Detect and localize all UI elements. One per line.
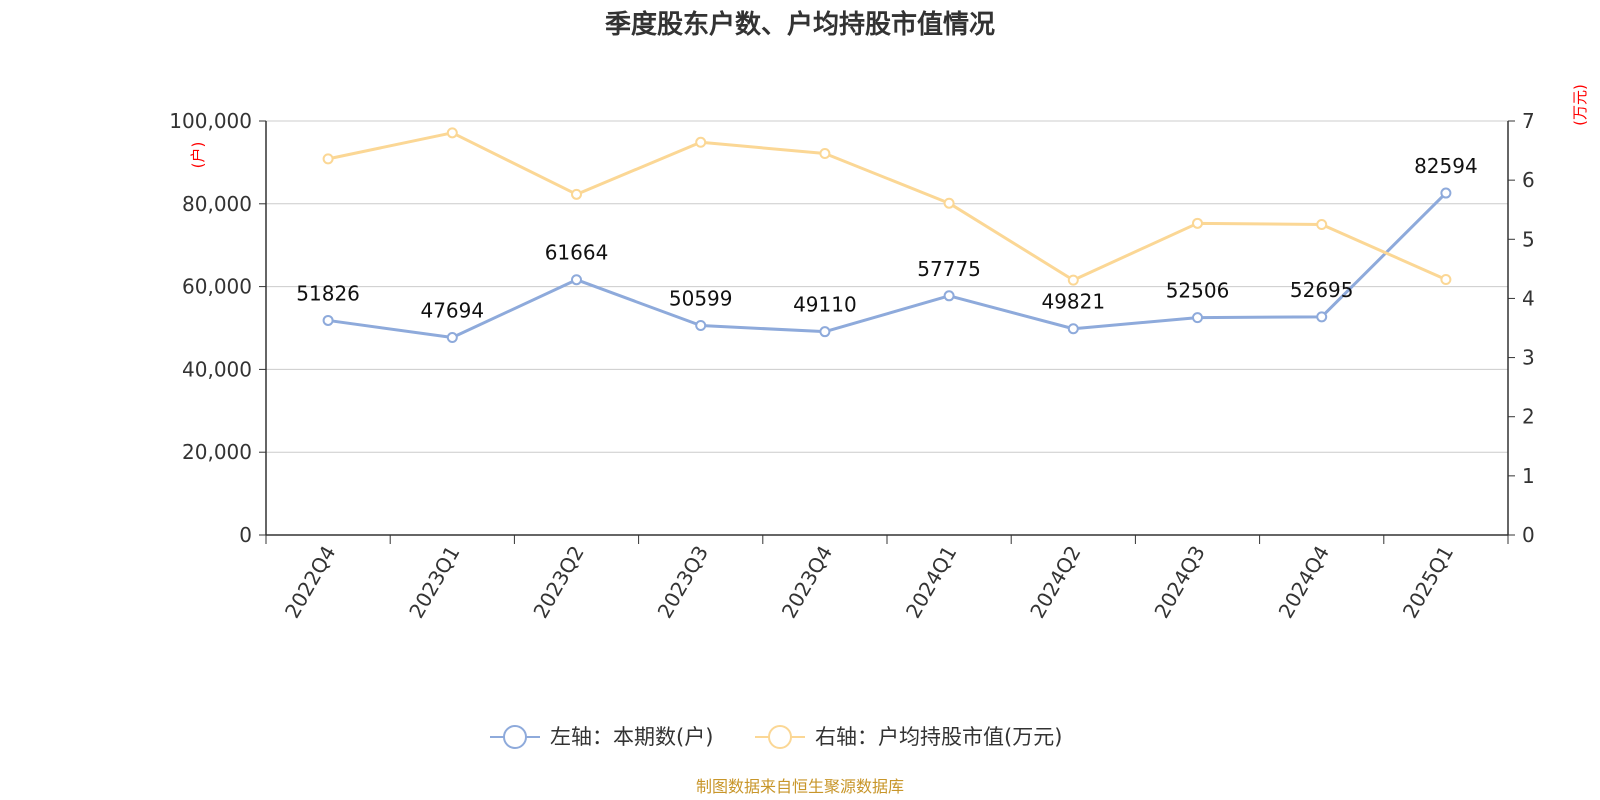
series-0-point	[1067, 323, 1079, 335]
x-tick-label: 2023Q2	[528, 542, 588, 623]
series-0-point	[943, 290, 955, 302]
right-tick-label: 1	[1522, 464, 1535, 488]
series-0-point	[695, 320, 707, 332]
series-1-point	[695, 136, 707, 148]
data-labels: 51826 47694 61664 50599 49110 57775 49821 52506…	[296, 154, 1477, 322]
right-tick-label: 3	[1522, 346, 1535, 370]
data-label: 82594	[1414, 154, 1478, 178]
data-label: 50599	[669, 287, 733, 311]
series-line-0	[326, 191, 1448, 340]
series-0-point	[1316, 311, 1328, 323]
series-1-point	[1067, 274, 1079, 286]
right-tick-label: 5	[1522, 227, 1535, 251]
series-1-point	[1440, 274, 1452, 286]
data-label: 52506	[1166, 279, 1230, 303]
legend-item-left-series[interactable]: 左轴：本期数(户)	[490, 725, 713, 749]
chart-title: 季度股东户数、户均持股市值情况	[605, 9, 995, 40]
left-tick-label: 20,000	[182, 440, 252, 464]
left-axis-ticks: 0 20,000 40,000 60,000 80,000 100,000	[169, 109, 266, 547]
legend-left-label: 左轴：本期数(户)	[550, 725, 713, 749]
series-1-point	[819, 148, 831, 160]
x-tick-label: 2024Q1	[901, 542, 961, 623]
series-1-point	[943, 197, 955, 209]
series-0-point	[819, 326, 831, 338]
left-tick-label: 40,000	[182, 357, 252, 381]
series-1-point	[1192, 217, 1203, 229]
series-0-point	[571, 274, 582, 286]
series-1-point	[322, 153, 334, 165]
right-tick-label: 7	[1522, 109, 1535, 133]
legend-left-marker-icon	[503, 725, 527, 749]
data-label: 47694	[420, 299, 484, 323]
axes	[265, 121, 1509, 536]
x-tick-label: 2023Q3	[653, 542, 713, 623]
left-tick-label: 100,000	[169, 109, 252, 133]
series-0-point	[446, 332, 458, 344]
x-axis-ticks: 2022Q4 2023Q1 2023Q2 2023Q3 2023Q4 2024Q1 2024…	[265, 535, 1509, 623]
grid-lines	[266, 120, 1508, 453]
data-label: 49821	[1041, 290, 1105, 314]
right-tick-label: 0	[1522, 523, 1535, 547]
series-0-point	[1440, 187, 1452, 199]
series-line-1	[326, 131, 1448, 282]
series-0-point	[322, 314, 334, 326]
right-tick-label: 2	[1522, 405, 1535, 429]
legend-right-marker-icon	[768, 725, 792, 749]
series-1-point	[571, 188, 582, 200]
series-layer	[322, 127, 1452, 344]
series-1-point	[1316, 219, 1328, 230]
legend-item-right-series[interactable]: 右轴：户均持股市值(万元)	[755, 725, 1062, 749]
x-tick-label: 2023Q1	[404, 542, 464, 623]
data-label: 57775	[917, 257, 981, 281]
series-1-point	[446, 127, 458, 139]
left-tick-label: 0	[239, 523, 252, 547]
data-label: 52695	[1290, 278, 1354, 302]
right-tick-label: 4	[1522, 286, 1535, 310]
x-tick-label: 2022Q4	[280, 542, 340, 623]
right-axis-unit: (万元)	[1571, 84, 1589, 126]
left-tick-label: 60,000	[182, 275, 252, 299]
right-axis-ticks: 0 1 2 3 4 5 6 7	[1508, 109, 1535, 547]
data-label: 61664	[545, 241, 609, 265]
series-0-point	[1192, 312, 1203, 324]
data-label: 51826	[296, 281, 360, 305]
left-tick-label: 80,000	[182, 192, 252, 216]
x-tick-label: 2024Q2	[1025, 542, 1085, 623]
data-source: 制图数据来自恒生聚源数据库	[696, 777, 904, 796]
legend-right-label: 右轴：户均持股市值(万元)	[815, 725, 1062, 749]
x-tick-label: 2025Q1	[1398, 542, 1458, 623]
x-tick-label: 2023Q4	[777, 542, 837, 623]
data-label: 49110	[793, 293, 857, 317]
legend[interactable]: 左轴：本期数(户) 右轴：户均持股市值(万元)	[490, 725, 1062, 749]
x-tick-label: 2024Q4	[1274, 542, 1334, 623]
right-tick-label: 6	[1522, 168, 1535, 192]
left-axis-unit: (户)	[189, 142, 207, 169]
x-tick-label: 2024Q3	[1149, 542, 1209, 623]
